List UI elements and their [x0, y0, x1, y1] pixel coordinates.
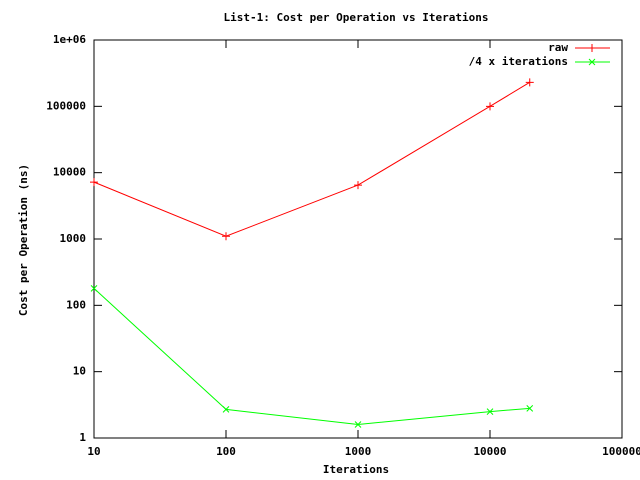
chart-title: List-1: Cost per Operation vs Iterations	[224, 11, 489, 24]
data-point	[354, 421, 362, 428]
y-tick-label: 10000	[53, 166, 86, 179]
data-point	[486, 408, 494, 415]
x-axis-label: Iterations	[323, 463, 389, 476]
x-tick-label: 100	[216, 445, 236, 458]
x-tick-label: 10000	[473, 445, 506, 458]
data-point	[486, 102, 494, 111]
legend-marker	[588, 58, 596, 66]
data-point	[90, 285, 98, 292]
x-tick-label: 1000	[345, 445, 372, 458]
data-point	[222, 232, 230, 241]
x-tick-label: 100000	[602, 445, 640, 458]
y-tick-label: 1	[79, 431, 86, 444]
y-axis-label: Cost per Operation (ns)	[17, 164, 30, 316]
y-tick-label: 10	[73, 365, 86, 378]
data-point	[222, 406, 230, 413]
y-tick-label: 1e+06	[53, 33, 86, 46]
data-point	[354, 181, 362, 190]
data-point	[525, 78, 534, 87]
legend-label: raw	[548, 41, 568, 54]
y-tick-label: 1000	[60, 232, 87, 245]
y-tick-label: 100000	[46, 99, 86, 112]
legend-marker	[588, 44, 596, 52]
x-tick-label: 10	[87, 445, 100, 458]
legend-label: /4 x iterations	[469, 55, 568, 68]
data-point	[90, 178, 98, 187]
y-tick-label: 100	[66, 298, 86, 311]
data-point	[526, 404, 534, 412]
